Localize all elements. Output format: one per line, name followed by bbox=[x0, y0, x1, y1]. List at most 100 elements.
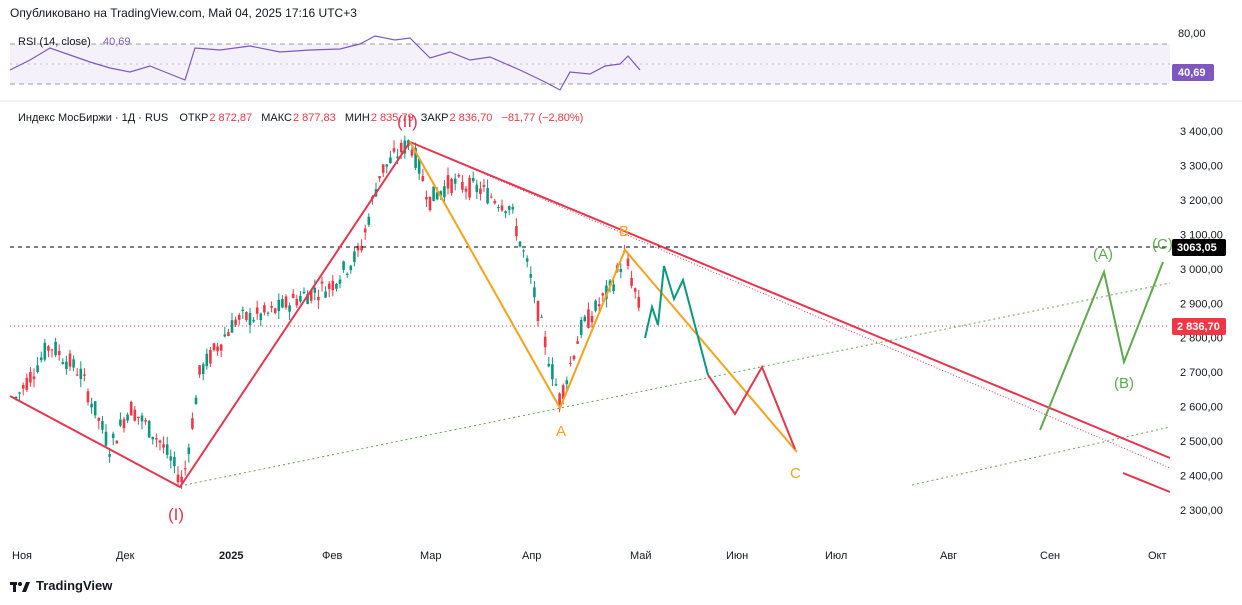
footer[interactable]: TradingView bbox=[10, 578, 112, 593]
time-tick-label: Июн bbox=[726, 550, 748, 562]
candle-body bbox=[115, 440, 119, 444]
candle-body bbox=[111, 433, 115, 439]
candle-body bbox=[633, 288, 637, 292]
horizontal-level-badge: 3063,05 bbox=[1177, 242, 1217, 254]
wave-label-c: C bbox=[790, 465, 801, 482]
red-trendline[interactable] bbox=[409, 141, 1171, 459]
candle-body bbox=[133, 409, 137, 421]
candle-body bbox=[317, 296, 320, 301]
red-dotted-trendline[interactable] bbox=[409, 141, 1171, 469]
orange-wave-path[interactable] bbox=[409, 141, 798, 453]
candle-body bbox=[464, 188, 468, 192]
red-projection-path[interactable] bbox=[707, 364, 796, 450]
candle-body bbox=[198, 365, 201, 375]
candle-body bbox=[18, 392, 21, 394]
candle-body bbox=[54, 341, 57, 356]
candle-body bbox=[626, 258, 630, 266]
green-wave-path[interactable] bbox=[1039, 261, 1164, 431]
open-label: ОТКР bbox=[179, 112, 208, 124]
candle-body bbox=[162, 444, 165, 448]
price-tick-label: 3 000,00 bbox=[1180, 264, 1223, 276]
price-tick-label: 2 800,00 bbox=[1180, 333, 1223, 345]
candle-body bbox=[493, 200, 497, 204]
change-value: −81,77 (−2,80%) bbox=[501, 112, 583, 124]
candle-body bbox=[72, 359, 75, 368]
price-tick-label: 2 500,00 bbox=[1180, 436, 1223, 448]
candle-body bbox=[392, 148, 396, 152]
candle-body bbox=[302, 291, 306, 294]
candle-body bbox=[367, 216, 371, 225]
candle-body bbox=[227, 332, 230, 336]
time-axis[interactable]: Ноя Дек 2025 Фев Мар Апр Май Июн Июл Авг Сен Окт bbox=[12, 550, 1167, 562]
candle-body bbox=[572, 355, 576, 360]
candle-body bbox=[36, 365, 39, 372]
candle-body bbox=[421, 176, 425, 181]
candle-body bbox=[396, 156, 399, 159]
instrument-legend: Индекс МосБиржи · 1Д · RUS ОТКР2 872,87 … bbox=[18, 112, 583, 124]
candle-body bbox=[579, 319, 583, 335]
candle-body bbox=[281, 298, 284, 308]
candle-body bbox=[475, 184, 479, 193]
price-axis[interactable]: 3 400,00 3 300,00 3 200,00 3 100,00 3 000,00… bbox=[1180, 126, 1223, 517]
candle-body bbox=[504, 211, 507, 214]
time-tick-label: Мар bbox=[420, 550, 442, 562]
candle-body bbox=[101, 421, 104, 430]
candle-body bbox=[583, 316, 587, 321]
green-mini-path[interactable] bbox=[644, 265, 709, 376]
candle-body bbox=[291, 293, 295, 298]
candle-body bbox=[176, 474, 180, 483]
candle-body bbox=[75, 374, 79, 376]
candles bbox=[14, 135, 641, 489]
rsi-line bbox=[9, 35, 641, 91]
candle-body bbox=[425, 196, 428, 200]
candle-body bbox=[446, 175, 450, 189]
candle-body bbox=[414, 147, 417, 168]
candle-body bbox=[353, 251, 356, 262]
candle-body bbox=[529, 274, 533, 278]
candle-body bbox=[183, 468, 187, 470]
price-tick-label: 3 100,00 bbox=[1180, 229, 1223, 241]
candle-body bbox=[309, 290, 313, 301]
candle-body bbox=[151, 436, 155, 440]
candle-body bbox=[129, 402, 133, 416]
candle-body bbox=[378, 176, 381, 179]
candle-body bbox=[561, 385, 565, 399]
time-tick-label: Июл bbox=[825, 550, 847, 562]
candle-body bbox=[147, 420, 151, 438]
red-wave-path[interactable] bbox=[9, 141, 411, 489]
candle-body bbox=[252, 319, 255, 322]
candle-body bbox=[385, 164, 389, 167]
candle-body bbox=[288, 305, 291, 312]
time-tick-label: Дек bbox=[116, 550, 135, 562]
candle-body bbox=[518, 241, 522, 247]
instrument-name: Индекс МосБиржи · 1Д · RUS bbox=[18, 112, 168, 124]
candle-body bbox=[565, 380, 569, 385]
candle-body bbox=[511, 207, 515, 210]
time-tick-label: Фев bbox=[322, 550, 342, 562]
candle-body bbox=[540, 316, 543, 318]
candle-body bbox=[590, 315, 594, 323]
candle-body bbox=[342, 261, 345, 270]
candle-body bbox=[263, 305, 266, 313]
price-tick-label: 3 400,00 bbox=[1180, 126, 1223, 138]
open-value: 2 872,87 bbox=[209, 112, 252, 124]
candle-body bbox=[97, 417, 101, 421]
candle-body bbox=[108, 454, 111, 457]
candle-body bbox=[205, 353, 209, 367]
candle-body bbox=[597, 304, 601, 307]
red-parallel-line[interactable] bbox=[1122, 472, 1171, 493]
candle-body bbox=[140, 415, 144, 422]
candle-body bbox=[241, 309, 245, 311]
candle-body bbox=[461, 181, 464, 190]
lower-channel-dotted-line[interactable] bbox=[184, 282, 1171, 486]
rsi-panel: RSI (14, close) 40,69 80,00 40,69 bbox=[9, 28, 1214, 91]
price-tick-label: 3 300,00 bbox=[1180, 160, 1223, 172]
time-tick-label: Окт bbox=[1148, 550, 1167, 562]
last-price-badge: 2 836,70 bbox=[1177, 321, 1220, 333]
candle-body bbox=[612, 284, 615, 292]
candle-body bbox=[435, 192, 439, 200]
lower-channel-dotted-line-2[interactable] bbox=[911, 426, 1171, 486]
candle-body bbox=[605, 285, 608, 300]
candle-body bbox=[338, 279, 342, 284]
